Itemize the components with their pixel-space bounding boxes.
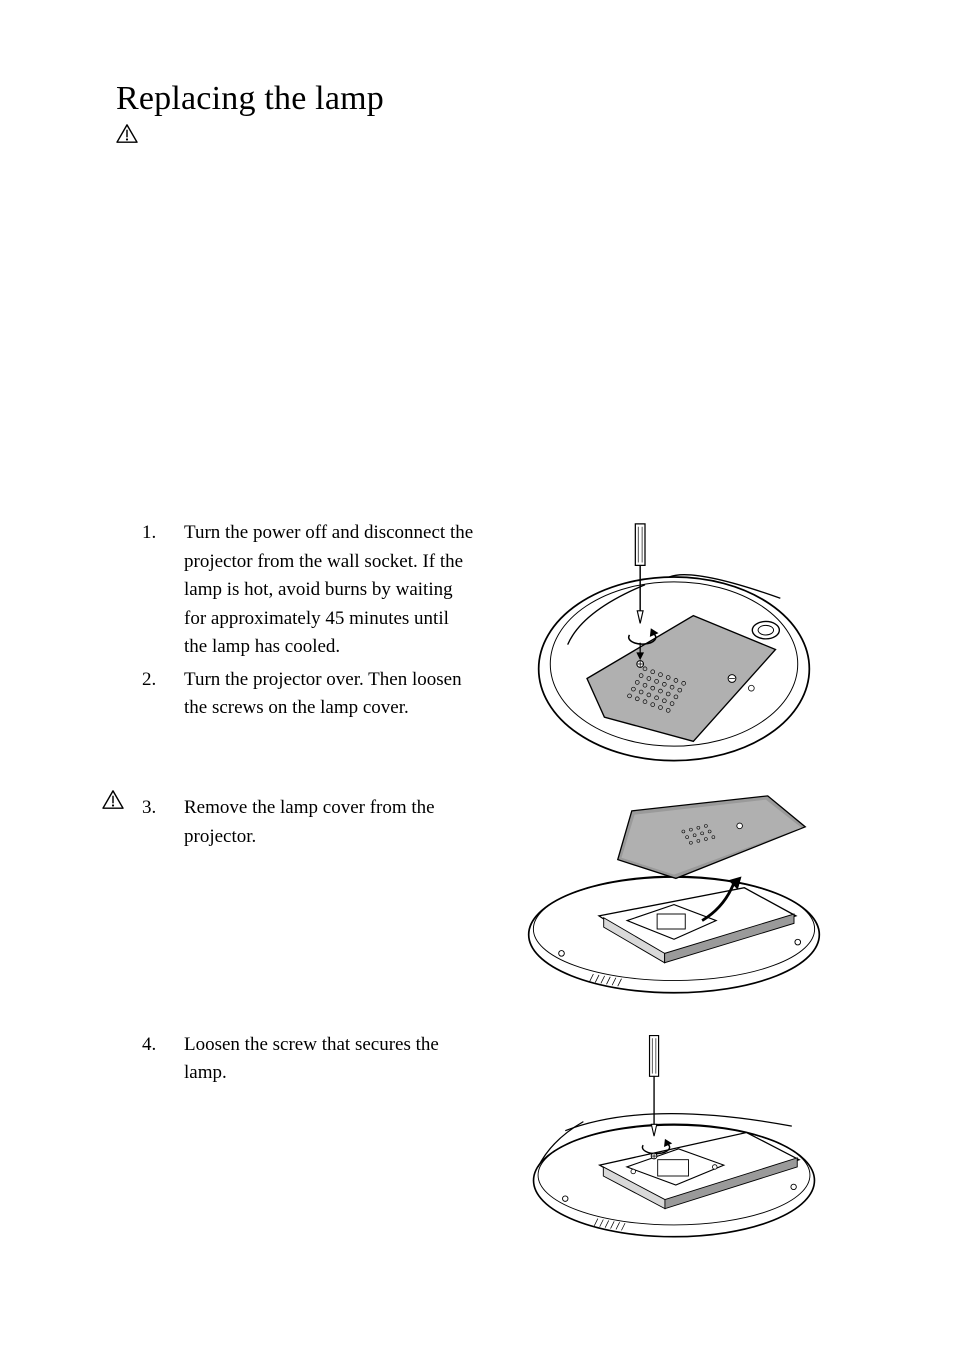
step-text-2: Turn the projector over. Then loosen the… <box>184 666 474 723</box>
step-row: 3. Remove the lamp cover from the projec… <box>116 794 854 1000</box>
caution-icon <box>102 790 124 810</box>
manual-page: Replacing the lamp 1. Turn the power off… <box>0 0 954 1352</box>
step-text-3: Remove the lamp cover from the projector… <box>184 794 474 851</box>
step-row: 4. Loosen the screw that secures the lam… <box>116 1031 854 1249</box>
step-row: 1. Turn the power off and disconnect the… <box>116 519 854 770</box>
caution-icon <box>116 124 138 144</box>
figure-2 <box>474 794 854 1000</box>
page-title: Replacing the lamp <box>116 80 854 118</box>
steps-list: 1. Turn the power off and disconnect the… <box>116 519 854 1248</box>
step-number: 1. <box>116 519 184 548</box>
step-text-4: Loosen the screw that secures the lamp. <box>184 1031 474 1088</box>
step-text: Turn the power off and disconnect the pr… <box>184 519 474 723</box>
figure-3 <box>474 1031 854 1249</box>
figure-1 <box>474 519 854 770</box>
step-number: 2. <box>116 666 184 723</box>
step-text-1: Turn the power off and disconnect the pr… <box>184 519 474 662</box>
step-number: 4. <box>116 1031 184 1060</box>
step-number: 3. <box>116 794 184 823</box>
